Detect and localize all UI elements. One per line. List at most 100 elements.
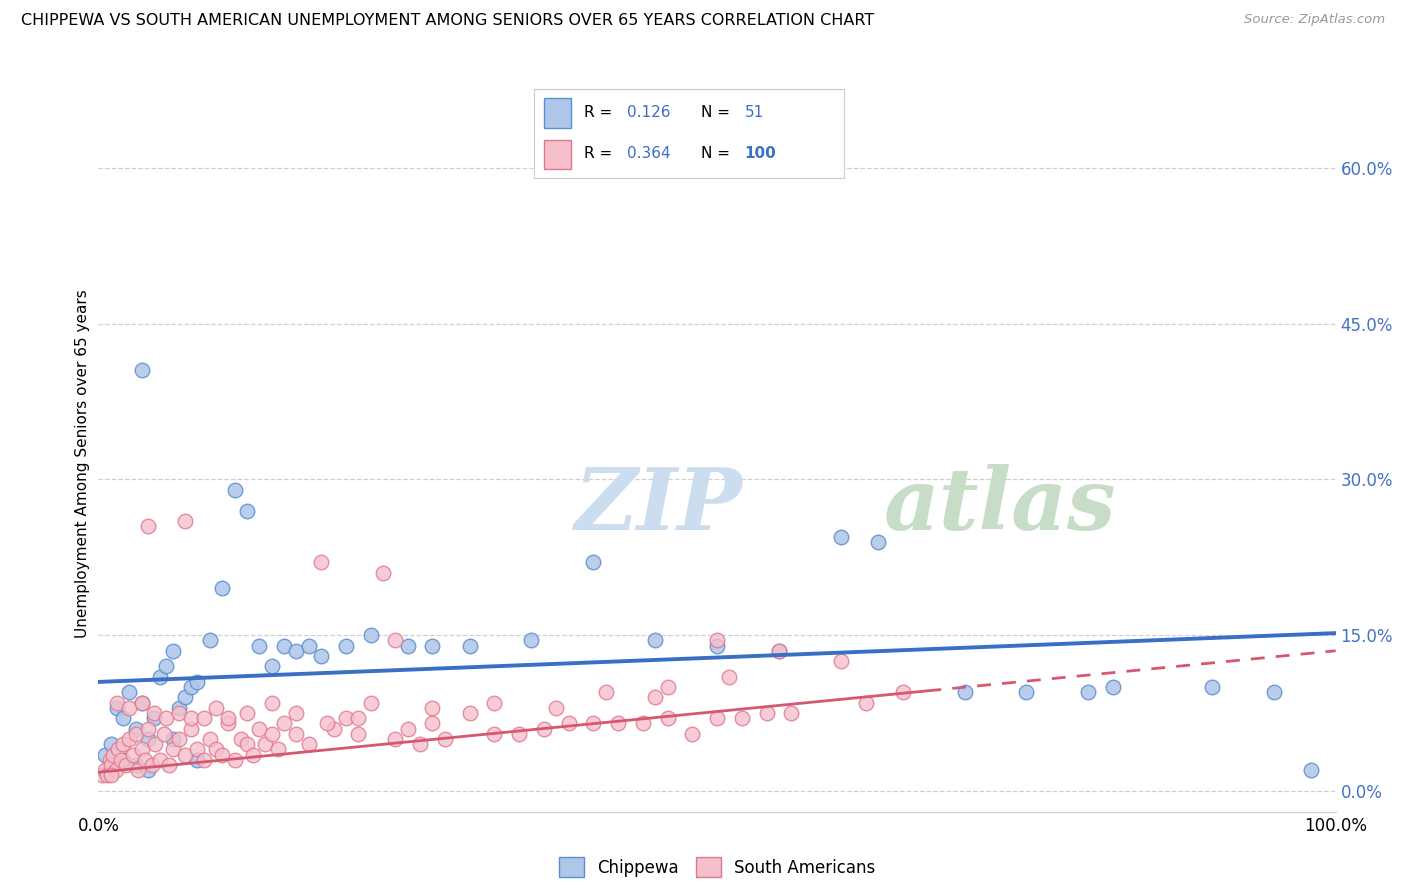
Point bbox=[607, 716, 630, 731]
Point bbox=[105, 696, 128, 710]
Point bbox=[143, 737, 166, 751]
Point bbox=[136, 722, 159, 736]
FancyBboxPatch shape bbox=[544, 98, 571, 128]
Point bbox=[433, 732, 456, 747]
Point bbox=[546, 701, 568, 715]
Point bbox=[107, 742, 129, 756]
Point bbox=[198, 633, 221, 648]
Point bbox=[98, 753, 121, 767]
Point bbox=[157, 758, 180, 772]
Point bbox=[167, 701, 190, 715]
Point bbox=[143, 711, 166, 725]
Legend: Chippewa, South Americans: Chippewa, South Americans bbox=[553, 851, 882, 883]
Point bbox=[254, 737, 277, 751]
Point bbox=[1102, 680, 1125, 694]
Point bbox=[273, 716, 295, 731]
Point bbox=[247, 639, 270, 653]
Point bbox=[174, 747, 197, 762]
Point bbox=[631, 716, 654, 731]
Point bbox=[127, 763, 149, 777]
Point bbox=[118, 732, 141, 747]
Point bbox=[953, 685, 976, 699]
Point bbox=[285, 727, 308, 741]
Point bbox=[124, 722, 146, 736]
Point bbox=[124, 727, 146, 741]
Point bbox=[484, 727, 506, 741]
Text: ZIP: ZIP bbox=[575, 464, 742, 548]
Point bbox=[180, 722, 202, 736]
Point bbox=[335, 639, 357, 653]
Point bbox=[718, 670, 741, 684]
Point bbox=[768, 644, 790, 658]
Point bbox=[236, 737, 259, 751]
Point bbox=[153, 727, 176, 741]
Point bbox=[1015, 685, 1038, 699]
Point bbox=[224, 753, 246, 767]
Point bbox=[260, 659, 283, 673]
Text: Source: ZipAtlas.com: Source: ZipAtlas.com bbox=[1244, 13, 1385, 27]
Point bbox=[136, 519, 159, 533]
Point bbox=[118, 701, 141, 715]
Point bbox=[533, 722, 555, 736]
Point bbox=[131, 696, 153, 710]
Point bbox=[205, 742, 228, 756]
Point bbox=[768, 644, 790, 658]
Point bbox=[371, 566, 394, 580]
Point bbox=[180, 680, 202, 694]
Point bbox=[224, 483, 246, 497]
Point bbox=[93, 763, 115, 777]
Point bbox=[93, 747, 115, 762]
Point bbox=[186, 742, 208, 756]
Point bbox=[273, 639, 295, 653]
Point bbox=[422, 716, 444, 731]
Point bbox=[285, 706, 308, 720]
Point bbox=[396, 722, 419, 736]
Point bbox=[396, 639, 419, 653]
Point bbox=[484, 696, 506, 710]
Text: N =: N = bbox=[702, 146, 735, 161]
Point bbox=[118, 685, 141, 699]
Point bbox=[136, 732, 159, 747]
Point bbox=[167, 732, 190, 747]
Point bbox=[267, 742, 290, 756]
Point bbox=[122, 747, 145, 762]
Point bbox=[112, 711, 135, 725]
Point bbox=[124, 758, 146, 772]
Point bbox=[657, 680, 679, 694]
Point bbox=[360, 696, 382, 710]
Point bbox=[180, 711, 202, 725]
Point bbox=[322, 722, 344, 736]
Point bbox=[595, 685, 617, 699]
Text: CHIPPEWA VS SOUTH AMERICAN UNEMPLOYMENT AMONG SENIORS OVER 65 YEARS CORRELATION : CHIPPEWA VS SOUTH AMERICAN UNEMPLOYMENT … bbox=[21, 13, 875, 29]
Point bbox=[236, 503, 259, 517]
Point bbox=[309, 556, 332, 570]
Point bbox=[217, 716, 239, 731]
Point bbox=[706, 639, 728, 653]
Point bbox=[1077, 685, 1099, 699]
Point bbox=[112, 737, 135, 751]
Point bbox=[1263, 685, 1285, 699]
Point bbox=[174, 514, 197, 528]
Point bbox=[780, 706, 803, 720]
Point bbox=[186, 674, 208, 689]
Point bbox=[347, 727, 370, 741]
Point bbox=[1299, 763, 1322, 777]
Point bbox=[755, 706, 778, 720]
Point bbox=[110, 753, 132, 767]
Point bbox=[458, 639, 481, 653]
Point bbox=[149, 670, 172, 684]
Point bbox=[458, 706, 481, 720]
Point bbox=[520, 633, 543, 648]
Point bbox=[360, 628, 382, 642]
Point bbox=[136, 763, 159, 777]
Point bbox=[205, 701, 228, 715]
Point bbox=[335, 711, 357, 725]
Point bbox=[409, 737, 432, 751]
Point bbox=[644, 633, 666, 648]
Point bbox=[316, 716, 339, 731]
Point bbox=[100, 737, 122, 751]
Point bbox=[193, 711, 215, 725]
Point bbox=[217, 711, 239, 725]
Point bbox=[105, 701, 128, 715]
Point bbox=[384, 732, 406, 747]
